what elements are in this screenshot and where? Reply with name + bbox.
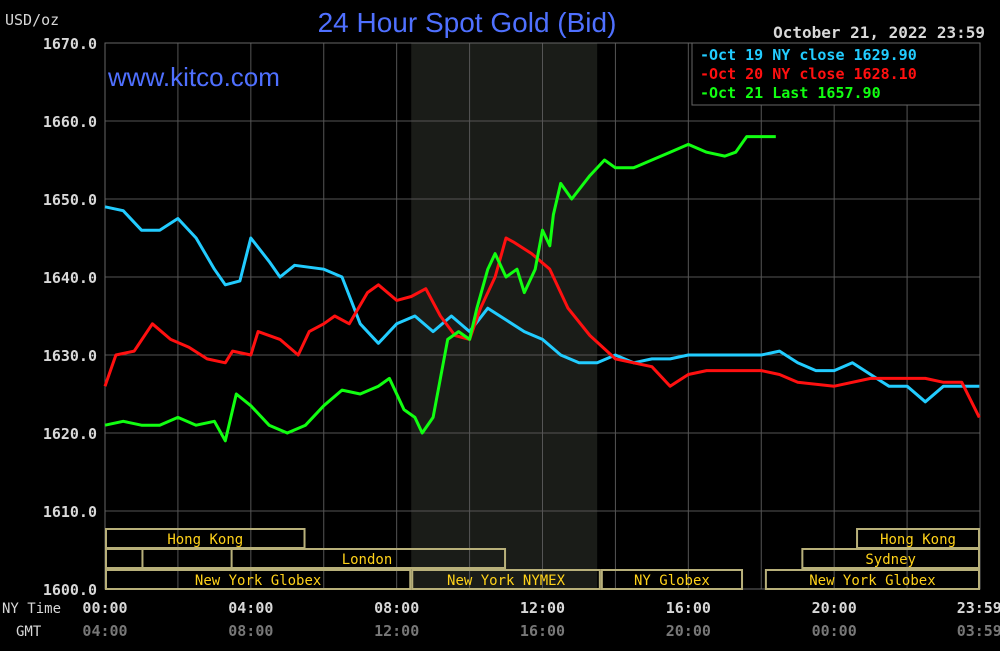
session-box (105, 569, 412, 590)
session-box (801, 548, 981, 569)
session-label: New York Globex (195, 573, 321, 589)
watermark: www.kitco.com (107, 62, 280, 92)
legend-entry: -Oct 19 NY close 1629.90 (700, 46, 917, 64)
x-tick-label-gmt: 16:00 (520, 622, 565, 640)
session-label: London (342, 552, 393, 568)
x-tick-label-gmt: 00:00 (812, 622, 857, 640)
x-tick-label-ny: 00:00 (82, 599, 127, 617)
date-label: October 21, 2022 23:59 (773, 23, 985, 42)
y-tick-label: 1610.0 (43, 503, 97, 521)
x-tick-label-gmt: 12:00 (374, 622, 419, 640)
x-tick-label-gmt: 20:00 (666, 622, 711, 640)
session-label: New York NYMEX (447, 573, 566, 589)
session-label: Hong Kong (880, 532, 956, 548)
session-label: New York Globex (809, 573, 935, 589)
x-tick-label-gmt: 08:00 (228, 622, 273, 640)
session-label: Hong Kong (167, 532, 243, 548)
session-box (105, 548, 507, 569)
y-tick-label: 1660.0 (43, 113, 97, 131)
x-tick-label-ny: 16:00 (666, 599, 711, 617)
session-box (411, 569, 601, 590)
session-label: NY Globex (634, 573, 710, 589)
x-tick-label-ny: 20:00 (812, 599, 857, 617)
series-line-0 (104, 205, 980, 404)
session-label: Sydney (865, 552, 916, 568)
y-tick-label: 1630.0 (43, 347, 97, 365)
x-tick-label-ny: 23:59 (957, 599, 1000, 617)
y-tick-label: 1620.0 (43, 425, 97, 443)
legend-box (691, 42, 981, 106)
session-box (600, 569, 744, 590)
x-tick-label-ny: 04:00 (228, 599, 273, 617)
x-tick-label-gmt: 04:00 (82, 622, 127, 640)
series-line-2 (104, 135, 776, 443)
unit-label: USD/oz (5, 11, 59, 29)
legend-entry: -Oct 20 NY close 1628.10 (700, 65, 917, 83)
x-tick-label-ny: 08:00 (374, 599, 419, 617)
legend-entry: -Oct 21 Last 1657.90 (700, 84, 881, 102)
x-tick-label-ny: 12:00 (520, 599, 565, 617)
chart-title: 24 Hour Spot Gold (Bid) (317, 7, 617, 38)
y-tick-label: 1650.0 (43, 191, 97, 209)
session-box (764, 569, 980, 590)
x-row-label-gmt: GMT (16, 624, 42, 640)
y-tick-label: 1640.0 (43, 269, 97, 287)
x-row-label-ny: NY Time (2, 601, 61, 617)
x-tick-label-gmt: 03:59 (957, 622, 1000, 640)
y-tick-label: 1600.0 (43, 581, 97, 599)
y-tick-label: 1670.0 (43, 35, 97, 53)
session-box (141, 548, 233, 569)
series-line-1 (103, 236, 981, 419)
